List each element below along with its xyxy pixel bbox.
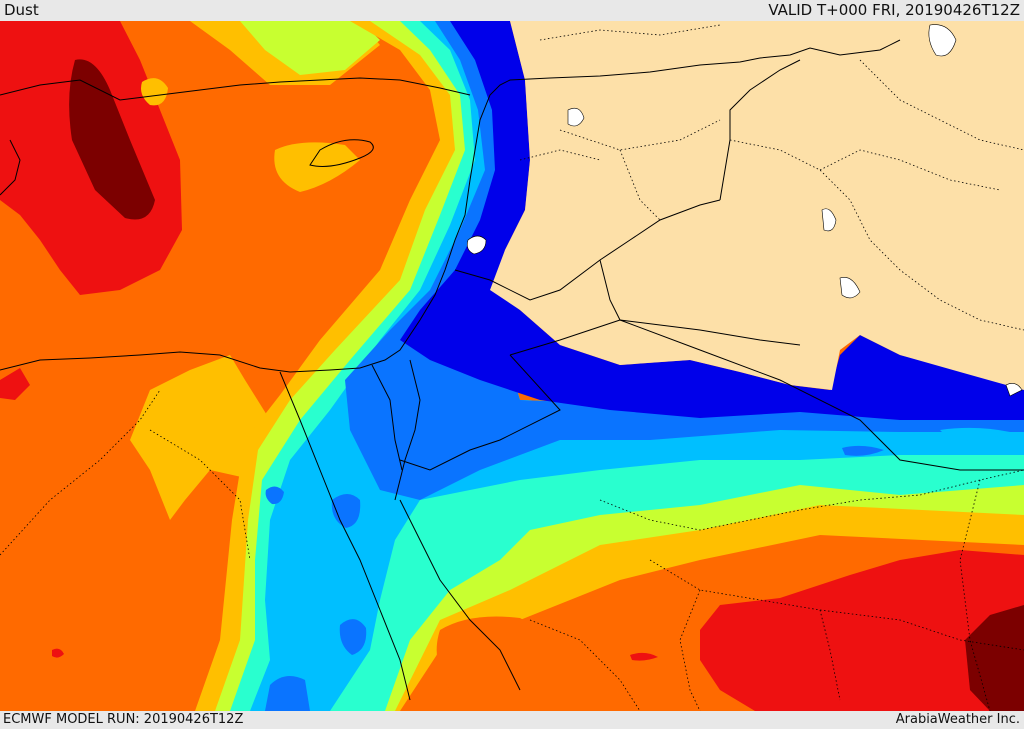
- field-amber-egypt: [130, 355, 300, 520]
- field-darkred-northwest: [69, 59, 155, 220]
- field-blue-blob-4: [265, 486, 284, 505]
- border-lines: [0, 39, 1024, 701]
- lake-sea-of-galilee: [466, 235, 487, 255]
- field-amber-spot: [141, 78, 168, 106]
- model-run: ECMWF MODEL RUN: 20190426T12Z: [3, 712, 244, 727]
- field-blue-dot: [402, 350, 412, 360]
- field-deepblue-arc: [400, 21, 1024, 420]
- field-teal-band: [230, 21, 1024, 711]
- field-red-coast: [0, 368, 30, 400]
- footer-bar: ECMWF MODEL RUN: 20190426T12Z ArabiaWeat…: [0, 711, 1024, 729]
- header-bar: Dust VALID T+000 FRI, 20190426T12Z: [0, 0, 1024, 21]
- lake-5: [1005, 383, 1023, 397]
- field-blue-blob-3: [265, 676, 310, 711]
- lake-3: [839, 277, 861, 299]
- land-no-data: [490, 21, 1024, 390]
- field-lightblue-streak: [940, 427, 1010, 441]
- field-red-spot-2: [52, 648, 64, 658]
- credit: ArabiaWeather Inc.: [895, 712, 1020, 727]
- field-yellowgreen-north: [240, 21, 380, 75]
- valid-time: VALID T+000 FRI, 20190426T12Z: [768, 1, 1020, 19]
- dust-map: [0, 21, 1024, 711]
- field-darkred-southeast: [965, 605, 1024, 711]
- product-title: Dust: [4, 1, 39, 19]
- field-red-spot-1: [630, 652, 658, 661]
- field-red-southeast: [700, 550, 1024, 711]
- lake-4: [928, 24, 957, 57]
- field-orange-patch: [436, 616, 560, 700]
- lake-2: [821, 208, 837, 232]
- field-blue-blob-1: [331, 494, 361, 528]
- admin-lines: [0, 24, 1024, 711]
- field-blue-blob-2: [339, 619, 367, 655]
- field-amber-cyprus: [274, 142, 360, 192]
- field-blue-streak: [842, 445, 884, 456]
- lake-1: [567, 107, 585, 127]
